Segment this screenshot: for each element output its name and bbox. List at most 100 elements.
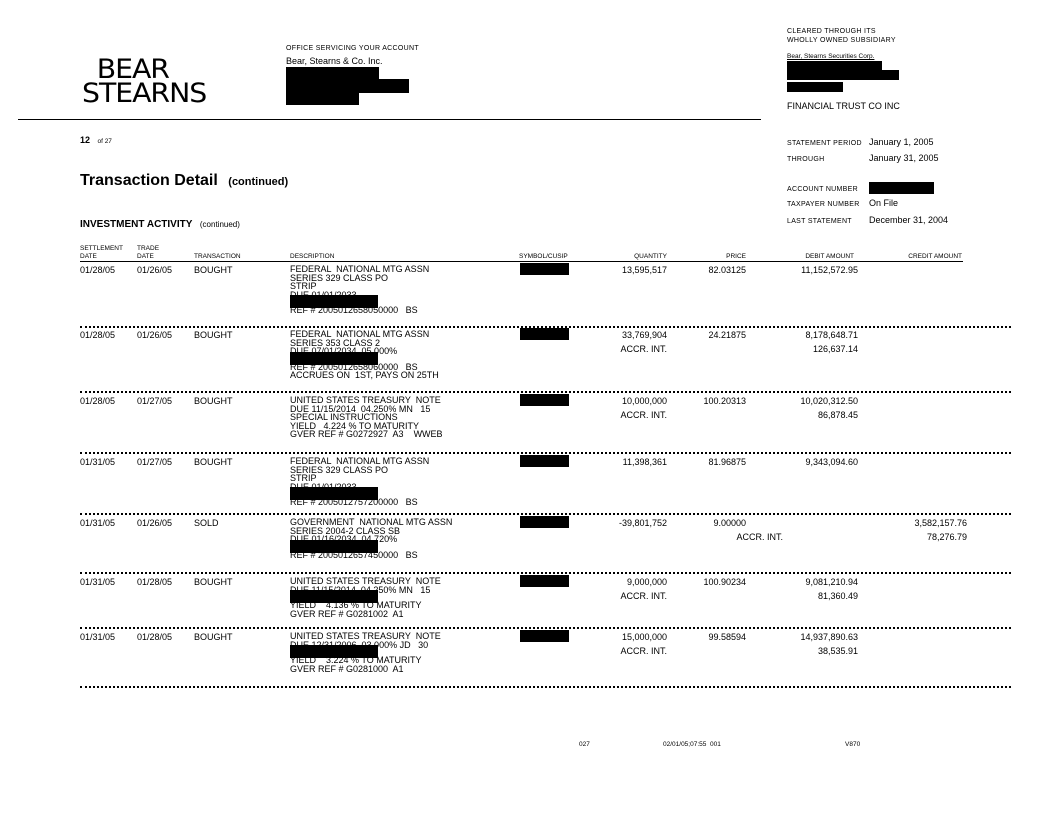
footer-timestamp: 02/01/05;07:55 001 xyxy=(663,741,721,748)
title-suffix: (continued) xyxy=(228,176,289,188)
accrued-interest-label: ACCR. INT. xyxy=(736,532,783,542)
bear-stearns-logo: BEAR STEARNS xyxy=(82,54,207,107)
transaction-type: BOUGHT xyxy=(194,457,233,467)
description-line: REF # 2005012757200000 BS xyxy=(290,497,418,508)
accrued-interest-label: ACCR. INT. xyxy=(620,591,667,601)
description-line: FEDERAL NATIONAL MTG ASSN xyxy=(290,329,430,339)
redacted-block xyxy=(290,487,378,501)
description-line: FEDERAL NATIONAL MTG ASSN xyxy=(290,456,430,466)
quantity: 9,000,000 xyxy=(626,577,667,587)
col-quantity: QUANTITY xyxy=(634,252,667,260)
table-row: 01/31/05 01/26/05 SOLD GOVERNMENT NATIONAL … xyxy=(80,516,1011,578)
settlement-date: 01/28/05 xyxy=(80,396,116,406)
trade-date: 01/27/05 xyxy=(137,396,173,406)
description: FEDERAL NATIONAL MTG ASSN SERIES 353 CLAS… xyxy=(290,330,439,380)
debit-amount: 10,020,312.50 xyxy=(800,396,858,406)
debit-amount: 9,343,094.60 xyxy=(805,457,858,467)
description: UNITED STATES TREASURY NOTE DUE 11/15/201… xyxy=(290,396,443,439)
trade-date: 01/27/05 xyxy=(137,457,173,467)
price: 24.21875 xyxy=(708,330,746,340)
credit-amount: 3,582,157.76 xyxy=(914,518,967,528)
accrued-interest-debit: 86,878.45 xyxy=(817,410,858,420)
clearing-info: CLEARED THROUGH ITS WHOLLY OWNED SUBSIDI… xyxy=(787,27,896,45)
table-row: 01/28/05 01/26/05 BOUGHT FEDERAL NATIONAL M… xyxy=(80,328,1011,390)
debit-amount: 11,152,572.95 xyxy=(801,265,858,275)
quantity: -39,801,752 xyxy=(618,518,667,528)
redacted-cusip xyxy=(520,328,569,340)
footer-code: 027 xyxy=(579,741,590,748)
redacted-cusip xyxy=(520,394,569,406)
settlement-date: 01/31/05 xyxy=(80,577,116,587)
redacted-address xyxy=(286,92,359,105)
transaction-type: BOUGHT xyxy=(194,632,233,642)
table-row: 01/28/05 01/27/05 BOUGHT UNITED STATES TREA… xyxy=(80,394,1011,456)
trade-date: 01/26/05 xyxy=(137,330,173,340)
description-line: GVER REF # G0281002 A1 xyxy=(290,608,404,619)
description: UNITED STATES TREASURY NOTE DUE 11/15/201… xyxy=(290,577,441,618)
description-line: GVER REF # G0281000 A1 xyxy=(290,663,404,674)
quantity: 13,595,517 xyxy=(621,265,667,275)
page-total: of 27 xyxy=(97,138,112,145)
section-main: INVESTMENT ACTIVITY xyxy=(80,219,193,230)
settlement-date: 01/31/05 xyxy=(80,632,116,642)
clearing-line-2: WHOLLY OWNED SUBSIDIARY xyxy=(787,37,896,44)
title-main: Transaction Detail xyxy=(80,172,218,189)
page-number: 12 xyxy=(80,135,91,145)
footer-version: V870 xyxy=(845,741,861,748)
trust-name: FINANCIAL TRUST CO INC xyxy=(787,101,900,111)
settlement-date: 01/31/05 xyxy=(80,518,116,528)
description-line: DUE 01/01/2033 xyxy=(290,481,357,492)
through-value: January 31, 2005 xyxy=(869,153,939,163)
redacted-block xyxy=(290,645,378,659)
redacted-cusip xyxy=(520,630,569,642)
description-line: STRIP xyxy=(290,473,317,484)
quantity: 15,000,000 xyxy=(621,632,667,642)
description-line: REF # 2005012658060000 BS xyxy=(290,361,418,372)
header-underline xyxy=(80,261,963,262)
quantity: 11,398,361 xyxy=(622,457,667,467)
trade-date: 01/26/05 xyxy=(137,265,173,275)
description-line: UNITED STATES TREASURY NOTE xyxy=(290,576,441,586)
price: 100.90234 xyxy=(703,577,746,587)
settlement-date: 01/31/05 xyxy=(80,457,116,467)
trade-date: 01/28/05 xyxy=(137,632,173,642)
taxpayer-label: TAXPAYER NUMBER xyxy=(787,201,860,208)
accrued-interest-debit: 81,360.49 xyxy=(817,591,858,601)
description-line: REF # 2005012658050000 BS xyxy=(290,305,418,316)
col-trade-2: DATE xyxy=(137,252,154,260)
trade-date: 01/26/05 xyxy=(137,518,173,528)
debit-amount: 8,178,648.71 xyxy=(805,330,858,340)
accrued-interest-debit: 126,637.14 xyxy=(812,344,858,354)
debit-amount: 14,937,890.63 xyxy=(800,632,858,642)
taxpayer-value: On File xyxy=(869,198,899,208)
settlement-date: 01/28/05 xyxy=(80,265,116,275)
account-label: ACCOUNT NUMBER xyxy=(787,186,858,193)
page-title: Transaction Detail (continued) xyxy=(80,172,288,190)
office-name: Bear, Stearns & Co. Inc. xyxy=(286,56,383,66)
transaction-type: BOUGHT xyxy=(194,265,233,275)
logo-line-1: BEAR xyxy=(96,54,170,85)
price: 99.58594 xyxy=(708,632,746,642)
description-line: DUE 07/01/2034 05.000% xyxy=(290,346,398,357)
debit-amount: 9,081,210.94 xyxy=(805,577,858,587)
quantity: 33,769,904 xyxy=(621,330,667,340)
table-row: 01/28/05 01/26/05 BOUGHT FEDERAL NATIONAL M… xyxy=(80,263,1011,325)
description-line: DUE 11/15/2014 04.250% MN 15 xyxy=(290,403,431,414)
description-line: SPECIAL INSTRUCTIONS xyxy=(290,412,398,423)
header-divider xyxy=(18,119,761,120)
redacted-account-number xyxy=(869,182,934,194)
redacted-cusip xyxy=(520,263,569,275)
description-line: UNITED STATES TREASURY NOTE xyxy=(290,395,441,405)
row-divider xyxy=(80,326,1011,328)
redacted-cusip xyxy=(520,516,569,528)
description-line: YIELD 4.224 % TO MATURITY xyxy=(290,420,420,431)
description: FEDERAL NATIONAL MTG ASSN SERIES 329 CLAS… xyxy=(290,457,429,507)
through-label: THROUGH xyxy=(787,156,825,163)
description-line: YIELD 3.224 % TO MATURITY xyxy=(290,655,422,666)
price: 9.00000 xyxy=(713,518,746,528)
redacted-block xyxy=(290,539,378,553)
description-line: YIELD 4.136 % TO MATURITY xyxy=(290,600,422,611)
description-line: ACCRUES ON 1ST, PAYS ON 25TH xyxy=(290,370,439,381)
price: 81.96875 xyxy=(708,457,746,467)
description-line: DUE 12/31/2006 03.000% JD 30 xyxy=(290,639,429,650)
